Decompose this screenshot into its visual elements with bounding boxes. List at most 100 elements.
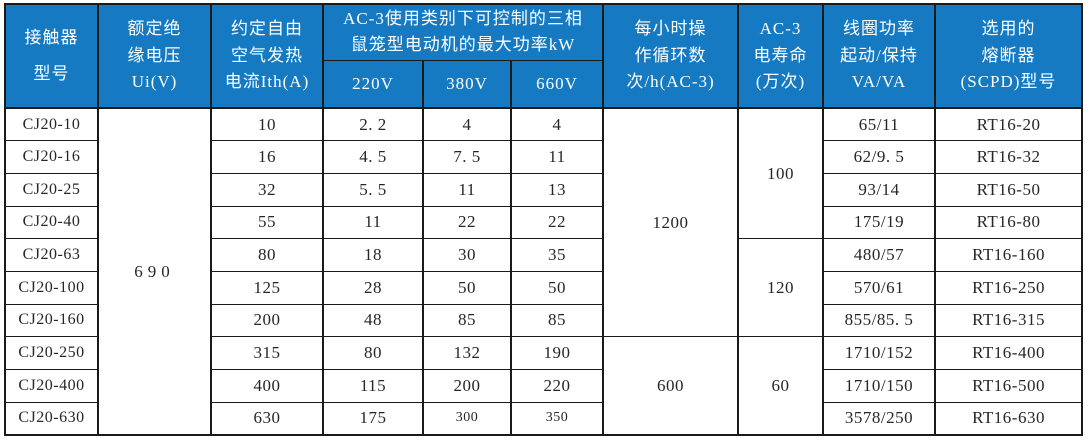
kw220-cell: 11 bbox=[322, 205, 424, 240]
kw220-cell: 5. 5 bbox=[322, 172, 424, 207]
kw380-cell: 200 bbox=[422, 369, 512, 403]
fuse-cell: RT16-160 bbox=[934, 238, 1084, 272]
header-coil-line3: VA/VA bbox=[851, 72, 907, 92]
model-cell: CJ20-10 bbox=[4, 107, 99, 142]
header-model-line2: 型号 bbox=[33, 64, 70, 83]
fuse-cell: RT16-500 bbox=[934, 369, 1084, 403]
header-ith-line3: 电流Ith(A) bbox=[224, 72, 310, 92]
table-row: CJ20-40 55 11 22 22 175/19 RT16-80 bbox=[4, 205, 1084, 240]
kw660-cell: 190 bbox=[509, 336, 605, 370]
kw380-cell: 11 bbox=[422, 172, 512, 207]
model-cell: CJ20-160 bbox=[4, 303, 99, 338]
coil-cell: 93/14 bbox=[822, 172, 937, 207]
life-cell: 100 bbox=[737, 107, 825, 240]
ith-cell: 10 bbox=[210, 107, 324, 142]
header-model: 接触器 型号 bbox=[4, 3, 99, 109]
header-electrical-life: AC-3 电寿命 (万次) bbox=[737, 3, 825, 109]
kw380-cell: 300 bbox=[422, 401, 512, 436]
model-cell: CJ20-630 bbox=[4, 401, 99, 436]
ith-cell: 315 bbox=[210, 336, 324, 370]
model-cell: CJ20-250 bbox=[4, 336, 99, 370]
table-header: 接触器 型号 额定绝 缘电压 Ui(V) 约定自由 空气发热 电流Ith(A) … bbox=[4, 3, 1084, 109]
cycles-cell: 1200 bbox=[602, 107, 740, 338]
header-life-line1: AC-3 bbox=[759, 19, 802, 39]
kw220-cell: 4. 5 bbox=[322, 140, 424, 174]
fuse-cell: RT16-630 bbox=[934, 401, 1084, 436]
fuse-cell: RT16-250 bbox=[934, 270, 1084, 305]
header-ui-line3: Ui(V) bbox=[131, 72, 178, 92]
ith-cell: 125 bbox=[210, 270, 324, 305]
kw660-cell: 350 bbox=[509, 401, 605, 436]
cycles-cell: 600 bbox=[602, 336, 740, 436]
header-fuse: 选用的 熔断器 (SCPD)型号 bbox=[934, 3, 1084, 109]
kw220-cell: 18 bbox=[322, 238, 424, 272]
header-life-line2: 电寿命 bbox=[753, 45, 808, 65]
contactor-spec-table: 接触器 型号 额定绝 缘电压 Ui(V) 约定自由 空气发热 电流Ith(A) … bbox=[4, 3, 1084, 436]
coil-cell: 175/19 bbox=[822, 205, 937, 240]
table-row: CJ20-100 125 28 50 50 570/61 RT16-250 bbox=[4, 270, 1084, 305]
model-cell: CJ20-100 bbox=[4, 270, 99, 305]
table-row: CJ20-16 16 4. 5 7. 5 11 62/9. 5 RT16-32 bbox=[4, 140, 1084, 174]
kw660-cell: 22 bbox=[509, 205, 605, 240]
header-cycles-line3: 次/h(AC-3) bbox=[626, 72, 715, 92]
coil-cell: 480/57 bbox=[822, 238, 937, 272]
kw660-cell: 13 bbox=[509, 172, 605, 207]
header-coil-line1: 线圈功率 bbox=[843, 19, 916, 39]
header-fuse-line1: 选用的 bbox=[981, 19, 1036, 39]
kw220-cell: 48 bbox=[322, 303, 424, 338]
kw660-cell: 50 bbox=[509, 270, 605, 305]
header-cycles-line1: 每小时操 bbox=[634, 19, 707, 39]
ith-cell: 55 bbox=[210, 205, 324, 240]
header-fuse-line2: 熔断器 bbox=[981, 45, 1036, 65]
table-row: CJ20-400 400 115 200 220 1710/150 RT16-5… bbox=[4, 369, 1084, 403]
kw220-cell: 80 bbox=[322, 336, 424, 370]
table-body: CJ20-10 690 10 2. 2 4 4 1200 100 65/11 R… bbox=[4, 107, 1084, 436]
coil-cell: 3578/250 bbox=[822, 401, 937, 436]
table-row: CJ20-63 80 18 30 35 120 480/57 RT16-160 bbox=[4, 238, 1084, 338]
insulation-voltage-cell: 690 bbox=[97, 107, 212, 436]
model-cell: CJ20-40 bbox=[4, 205, 99, 240]
header-coil-power: 线圈功率 起动/保持 VA/VA bbox=[822, 3, 937, 109]
ith-cell: 630 bbox=[210, 401, 324, 436]
ith-cell: 200 bbox=[210, 303, 324, 338]
kw380-cell: 7. 5 bbox=[422, 140, 512, 174]
kw660-cell: 220 bbox=[509, 369, 605, 403]
kw660-cell: 85 bbox=[509, 303, 605, 338]
life-cell: 120 bbox=[737, 238, 825, 338]
life-cell: 60 bbox=[737, 336, 825, 436]
kw660-cell: 4 bbox=[509, 107, 605, 142]
kw380-cell: 30 bbox=[422, 238, 512, 272]
ith-cell: 400 bbox=[210, 369, 324, 403]
kw660-cell: 11 bbox=[509, 140, 605, 174]
coil-cell: 855/85. 5 bbox=[822, 303, 937, 338]
header-cycles-line2: 作循环数 bbox=[634, 45, 707, 65]
coil-cell: 62/9. 5 bbox=[822, 140, 937, 174]
kw380-cell: 22 bbox=[422, 205, 512, 240]
ith-cell: 32 bbox=[210, 172, 324, 207]
header-ac3-group-line2: 鼠笼型电动机的最大功率kW bbox=[350, 35, 576, 55]
table-row: CJ20-250 315 80 132 190 600 60 1710/152 … bbox=[4, 336, 1084, 436]
model-cell: CJ20-25 bbox=[4, 172, 99, 207]
header-voltage-660: 660V bbox=[509, 59, 605, 109]
ith-cell: 80 bbox=[210, 238, 324, 272]
table-row: CJ20-25 32 5. 5 11 13 93/14 RT16-50 bbox=[4, 172, 1084, 207]
coil-cell: 570/61 bbox=[822, 270, 937, 305]
header-thermal-current: 约定自由 空气发热 电流Ith(A) bbox=[210, 3, 324, 109]
header-ui-line1: 额定绝 bbox=[127, 19, 182, 39]
coil-cell: 65/11 bbox=[822, 107, 937, 142]
header-life-line3: (万次) bbox=[755, 72, 806, 92]
header-model-line1: 接触器 bbox=[24, 28, 79, 48]
kw380-cell: 85 bbox=[422, 303, 512, 338]
header-voltage-220: 220V bbox=[322, 59, 424, 109]
header-voltage-380: 380V bbox=[422, 59, 512, 109]
fuse-cell: RT16-80 bbox=[934, 205, 1084, 240]
kw380-cell: 50 bbox=[422, 270, 512, 305]
fuse-cell: RT16-315 bbox=[934, 303, 1084, 338]
header-coil-line2: 起动/保持 bbox=[840, 45, 918, 65]
header-fuse-line3: (SCPD)型号 bbox=[960, 72, 1057, 92]
kw220-cell: 175 bbox=[322, 401, 424, 436]
model-cell: CJ20-16 bbox=[4, 140, 99, 174]
header-ith-line2: 空气发热 bbox=[231, 45, 303, 65]
fuse-cell: RT16-20 bbox=[934, 107, 1084, 142]
